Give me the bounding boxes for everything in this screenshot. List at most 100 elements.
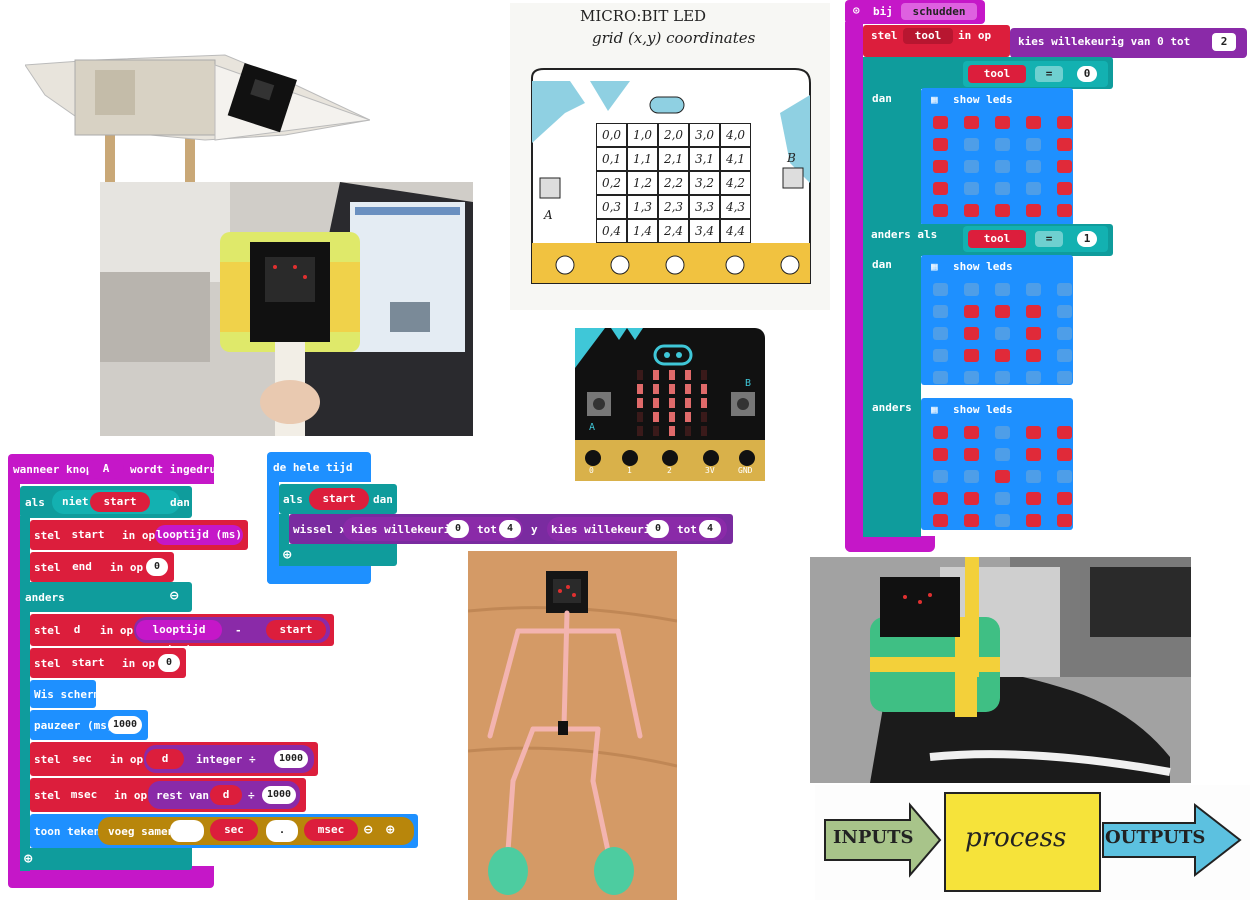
led-toggle[interactable] <box>964 283 979 296</box>
led-toggle[interactable] <box>1026 305 1041 318</box>
led-toggle[interactable] <box>933 448 948 461</box>
led-toggle[interactable] <box>1057 182 1072 195</box>
set-start-runtime-block[interactable]: stel start in op looptijd (ms) <box>30 520 248 550</box>
start-var-3[interactable]: start <box>62 653 114 673</box>
led-toggle[interactable] <box>964 371 979 384</box>
led-toggle[interactable] <box>995 327 1010 340</box>
compare-var-1[interactable]: tool <box>968 65 1026 83</box>
led-toggle[interactable] <box>933 182 948 195</box>
led-toggle[interactable] <box>995 448 1010 461</box>
zero-value-2[interactable]: 0 <box>158 654 180 672</box>
led-toggle[interactable] <box>933 327 948 340</box>
led-toggle[interactable] <box>964 514 979 527</box>
show-string-block[interactable]: toon tekens voeg samen sec . msec ⊖ ⊕ <box>30 814 418 848</box>
led-toggle[interactable] <box>964 448 979 461</box>
led-toggle[interactable] <box>1026 283 1041 296</box>
end-var[interactable]: end <box>62 557 102 577</box>
shake-event-block[interactable]: ⊙ bij schudden <box>845 0 985 24</box>
show-leds-block-2[interactable]: ▦ show leds <box>921 255 1073 385</box>
led-toggle[interactable] <box>995 116 1010 129</box>
led-toggle[interactable] <box>1057 371 1072 384</box>
led-toggle[interactable] <box>995 426 1010 439</box>
led-toggle[interactable] <box>1057 160 1072 173</box>
led-toggle[interactable] <box>1026 204 1041 217</box>
led-toggle[interactable] <box>1026 492 1041 505</box>
var-dropdown[interactable]: tool <box>903 28 953 44</box>
led-toggle[interactable] <box>1057 138 1072 151</box>
led-toggle[interactable] <box>933 514 948 527</box>
event-dropdown[interactable]: schudden <box>901 3 977 20</box>
set-end-block[interactable]: stel end in op 0 <box>30 552 174 582</box>
runtime-1[interactable]: looptijd (ms) <box>155 525 243 545</box>
led-toggle[interactable] <box>964 470 979 483</box>
led-toggle[interactable] <box>933 492 948 505</box>
zero-value-1[interactable]: 0 <box>146 558 168 576</box>
led-toggle[interactable] <box>964 349 979 362</box>
compare-val-1[interactable]: 0 <box>1077 66 1097 82</box>
led-toggle[interactable] <box>933 305 948 318</box>
led-toggle[interactable] <box>964 138 979 151</box>
led-toggle[interactable] <box>964 116 979 129</box>
random-x-to[interactable]: 4 <box>499 520 521 538</box>
start-var-1[interactable]: start <box>62 525 114 545</box>
led-toggle[interactable] <box>1026 470 1041 483</box>
led-toggle[interactable] <box>964 492 979 505</box>
random-max-input[interactable]: 2 <box>1212 33 1236 51</box>
random-block[interactable]: kies willekeurig van 0 tot 2 <box>1010 28 1247 58</box>
led-toggle[interactable] <box>1057 349 1072 362</box>
d-var-1[interactable]: d <box>62 620 92 640</box>
random-y-from[interactable]: 0 <box>647 520 669 538</box>
led-toggle[interactable] <box>964 305 979 318</box>
led-toggle[interactable] <box>933 160 948 173</box>
led-toggle[interactable] <box>933 283 948 296</box>
led-toggle[interactable] <box>995 138 1010 151</box>
start-var-2[interactable]: start <box>266 620 326 640</box>
start-var-a[interactable]: start <box>90 492 150 512</box>
led-toggle[interactable] <box>995 349 1010 362</box>
thousand-1[interactable]: 1000 <box>274 750 308 768</box>
led-toggle[interactable] <box>933 371 948 384</box>
button-dropdown[interactable]: A <box>88 459 124 479</box>
set-d-block[interactable]: stel d in op looptijd (ms) - start <box>30 614 334 656</box>
led-toggle[interactable] <box>995 160 1010 173</box>
led-toggle[interactable] <box>1057 327 1072 340</box>
led-toggle[interactable] <box>933 204 948 217</box>
toggle-block[interactable]: wissel x kies willekeurig 0 tot 4 y kies… <box>289 514 733 544</box>
runtime-2[interactable]: looptijd (ms) <box>136 620 222 656</box>
led-toggle[interactable] <box>1057 492 1072 505</box>
led-toggle[interactable] <box>1057 426 1072 439</box>
set-msec-block[interactable]: stel msec in op rest van d ÷ 1000 <box>30 778 306 812</box>
plus-circle-icon[interactable]: ⊕ <box>386 822 395 838</box>
led-toggle[interactable] <box>933 470 948 483</box>
minus-circle-icon[interactable]: ⊖ <box>364 822 373 838</box>
led-toggle[interactable] <box>964 327 979 340</box>
led-toggle[interactable] <box>1026 448 1041 461</box>
compare-op-2[interactable]: = <box>1035 231 1063 247</box>
d-var-3[interactable]: d <box>210 785 242 805</box>
set-sec-block[interactable]: stel sec in op d integer ÷ 1000 <box>30 742 318 776</box>
led-toggle[interactable] <box>933 349 948 362</box>
led-toggle[interactable] <box>933 138 948 151</box>
led-toggle[interactable] <box>995 492 1010 505</box>
empty-string-1[interactable] <box>170 820 204 842</box>
led-toggle[interactable] <box>995 283 1010 296</box>
led-toggle[interactable] <box>1026 371 1041 384</box>
compare-var-2[interactable]: tool <box>968 230 1026 248</box>
else-row-a[interactable]: anders ⊖ <box>20 582 192 612</box>
led-toggle[interactable] <box>995 371 1010 384</box>
show-leds-block-1[interactable]: ▦ show leds <box>921 88 1073 226</box>
pause-block[interactable]: pauzeer (ms) 1000 <box>30 710 148 740</box>
led-toggle[interactable] <box>1026 349 1041 362</box>
gear-icon[interactable]: ⊙ <box>853 4 860 17</box>
led-toggle[interactable] <box>964 204 979 217</box>
set-tool-block[interactable]: stel tool in op <box>863 25 1010 57</box>
forever-start-var[interactable]: start <box>309 488 369 510</box>
random-y-to[interactable]: 4 <box>699 520 721 538</box>
led-toggle[interactable] <box>995 204 1010 217</box>
random-block-y[interactable] <box>547 517 727 541</box>
led-toggle[interactable] <box>1057 305 1072 318</box>
led-toggle[interactable] <box>1057 514 1072 527</box>
show-leds-block-3[interactable]: ▦ show leds <box>921 398 1073 530</box>
minus-circle-icon[interactable]: ⊖ <box>170 588 179 604</box>
msec-var-2[interactable]: msec <box>304 819 358 841</box>
